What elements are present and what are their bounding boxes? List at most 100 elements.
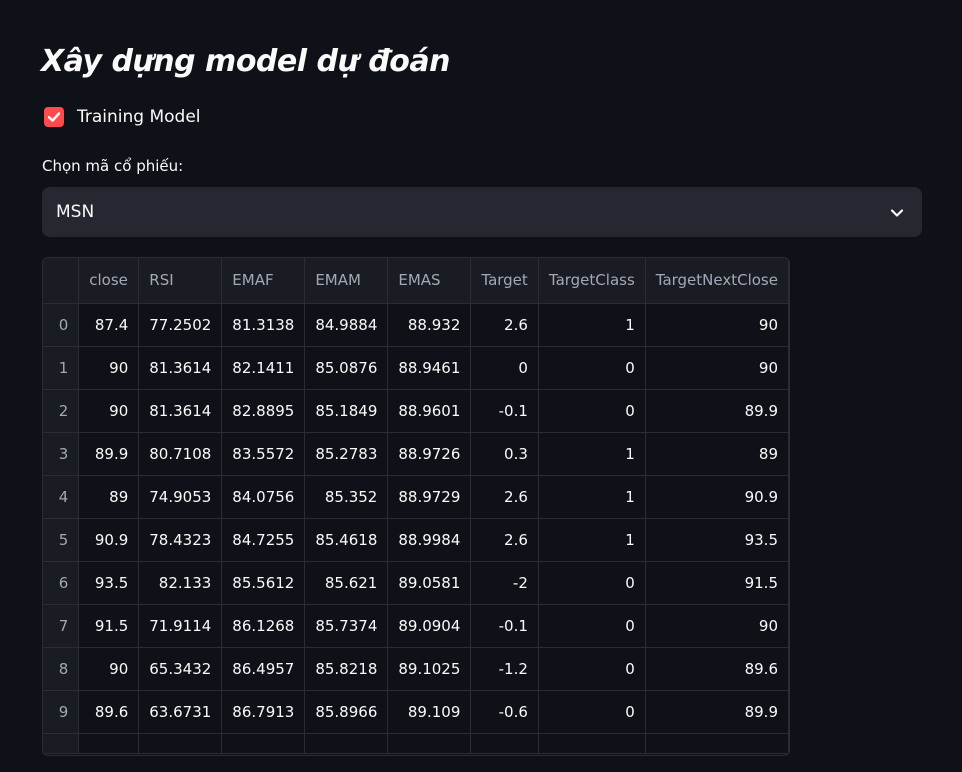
table-cell[interactable]: 89.6: [78, 690, 140, 734]
table-cell[interactable]: 0: [538, 647, 646, 691]
row-index-cell[interactable]: 9: [43, 690, 80, 734]
row-index-cell[interactable]: 4: [43, 475, 80, 519]
table-cell[interactable]: 90: [78, 389, 140, 433]
table-cell[interactable]: 89.0581: [387, 561, 472, 605]
table-cell[interactable]: 85.8966: [304, 690, 389, 734]
column-header[interactable]: Target: [470, 258, 539, 304]
table-cell[interactable]: 2.6: [470, 518, 539, 562]
table-cell[interactable]: 85.0876: [304, 346, 389, 390]
table-cell[interactable]: 90: [78, 346, 140, 390]
table-cell[interactable]: 89.109: [387, 690, 472, 734]
table-cell[interactable]: 88.932: [387, 303, 472, 347]
table-cell[interactable]: 90: [645, 303, 789, 347]
table-cell[interactable]: 65.3432: [138, 647, 223, 691]
table-cell[interactable]: 80.7108: [138, 432, 223, 476]
table-cell[interactable]: 85.352: [304, 475, 389, 519]
table-cell[interactable]: 0: [538, 690, 646, 734]
table-cell[interactable]: 81.3138: [221, 303, 306, 347]
table-cell[interactable]: 0: [538, 389, 646, 433]
column-header[interactable]: EMAF: [221, 258, 306, 304]
table-cell[interactable]: 1: [538, 303, 646, 347]
table-cell[interactable]: 85.5612: [221, 561, 306, 605]
table-cell[interactable]: -0.1: [470, 604, 539, 648]
table-cell[interactable]: 85.621: [304, 561, 389, 605]
table-cell[interactable]: 71.9114: [138, 604, 223, 648]
table-cell[interactable]: 1: [538, 475, 646, 519]
row-index-cell[interactable]: 0: [43, 303, 80, 347]
table-cell[interactable]: 89.9: [645, 389, 789, 433]
table-cell[interactable]: 88.9601: [387, 389, 472, 433]
table-cell[interactable]: 91.5: [645, 561, 789, 605]
column-header[interactable]: close: [78, 258, 140, 304]
table-cell[interactable]: -1.2: [470, 647, 539, 691]
index-header[interactable]: [43, 258, 80, 304]
table-cell[interactable]: 90: [645, 604, 789, 648]
table-cell[interactable]: -0.6: [470, 690, 539, 734]
table-cell[interactable]: 0: [470, 346, 539, 390]
table-cell[interactable]: 0: [538, 561, 646, 605]
row-index-cell[interactable]: 7: [43, 604, 80, 648]
training-model-checkbox[interactable]: Training Model: [44, 107, 201, 127]
row-index-cell[interactable]: 2: [43, 389, 80, 433]
table-cell[interactable]: 77.2502: [138, 303, 223, 347]
table-cell[interactable]: 0.3: [470, 432, 539, 476]
table-cell[interactable]: 89: [645, 432, 789, 476]
row-index-cell[interactable]: 6: [43, 561, 80, 605]
row-index-cell[interactable]: 3: [43, 432, 80, 476]
table-cell[interactable]: 82.133: [138, 561, 223, 605]
row-index-cell[interactable]: 5: [43, 518, 80, 562]
table-cell[interactable]: -2: [470, 561, 539, 605]
table-cell[interactable]: 81.3614: [138, 389, 223, 433]
column-header[interactable]: RSI: [138, 258, 223, 304]
table-cell[interactable]: -0.1: [470, 389, 539, 433]
table-cell[interactable]: 87.4: [78, 303, 140, 347]
table-cell[interactable]: 81.3614: [138, 346, 223, 390]
table-cell[interactable]: 74.9053: [138, 475, 223, 519]
table-cell[interactable]: 0: [538, 604, 646, 648]
table-cell[interactable]: 89: [78, 475, 140, 519]
table-cell[interactable]: 83.5572: [221, 432, 306, 476]
table-cell[interactable]: 85.7374: [304, 604, 389, 648]
table-cell[interactable]: 2.6: [470, 475, 539, 519]
table-cell[interactable]: 85.2783: [304, 432, 389, 476]
row-index-cell[interactable]: 1: [43, 346, 80, 390]
table-cell[interactable]: 89.0904: [387, 604, 472, 648]
table-cell[interactable]: 2.6: [470, 303, 539, 347]
column-header[interactable]: TargetClass: [538, 258, 646, 304]
table-cell[interactable]: 84.0756: [221, 475, 306, 519]
chevron-down-icon[interactable]: [890, 203, 904, 222]
table-cell[interactable]: 82.8895: [221, 389, 306, 433]
table-cell[interactable]: 88.9729: [387, 475, 472, 519]
table-cell[interactable]: 85.8218: [304, 647, 389, 691]
table-cell[interactable]: 90.9: [78, 518, 140, 562]
table-cell[interactable]: 78.4323: [138, 518, 223, 562]
table-cell[interactable]: 89.9: [645, 690, 789, 734]
table-cell[interactable]: 88.9984: [387, 518, 472, 562]
table-cell[interactable]: 90.9: [645, 475, 789, 519]
table-cell[interactable]: 0: [538, 346, 646, 390]
table-cell[interactable]: 93.5: [645, 518, 789, 562]
dataframe-table[interactable]: close RSI EMAF EMAM EMAS Target TargetClass Tar…: [42, 257, 790, 756]
table-cell[interactable]: 82.1411: [221, 346, 306, 390]
column-header[interactable]: EMAS: [387, 258, 472, 304]
table-cell[interactable]: 90: [78, 647, 140, 691]
table-cell[interactable]: 93.5: [78, 561, 140, 605]
table-cell[interactable]: 85.4618: [304, 518, 389, 562]
column-header[interactable]: EMAM: [304, 258, 389, 304]
table-cell[interactable]: 91.5: [78, 604, 140, 648]
table-cell[interactable]: 85.1849: [304, 389, 389, 433]
table-cell[interactable]: 90: [645, 346, 789, 390]
ticker-select[interactable]: MSN: [42, 187, 922, 237]
table-cell[interactable]: 1: [538, 432, 646, 476]
table-cell[interactable]: 89.9: [78, 432, 140, 476]
table-cell[interactable]: 88.9726: [387, 432, 472, 476]
table-cell[interactable]: 86.4957: [221, 647, 306, 691]
table-cell[interactable]: 88.9461: [387, 346, 472, 390]
row-index-cell[interactable]: 8: [43, 647, 80, 691]
column-header[interactable]: TargetNextClose: [645, 258, 789, 304]
table-cell[interactable]: 89.6: [645, 647, 789, 691]
table-cell[interactable]: 84.9884: [304, 303, 389, 347]
table-cell[interactable]: 84.7255: [221, 518, 306, 562]
table-cell[interactable]: 63.6731: [138, 690, 223, 734]
table-cell[interactable]: 1: [538, 518, 646, 562]
